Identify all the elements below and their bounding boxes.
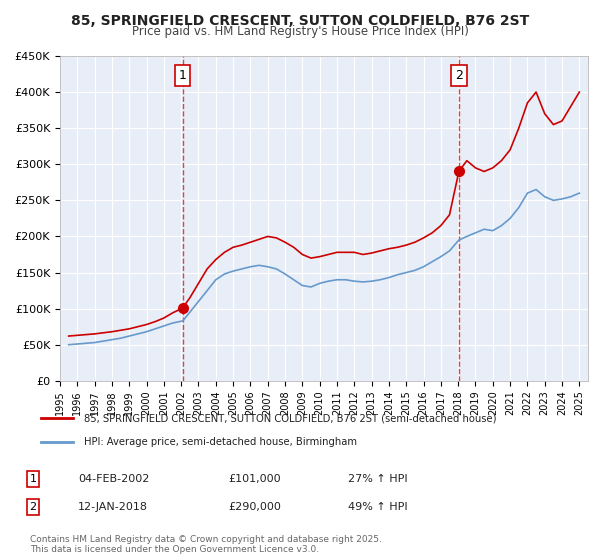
Text: 27% ↑ HPI: 27% ↑ HPI xyxy=(348,474,407,484)
Text: 2: 2 xyxy=(455,69,463,82)
Text: £290,000: £290,000 xyxy=(228,502,281,512)
Text: 12-JAN-2018: 12-JAN-2018 xyxy=(78,502,148,512)
Text: Price paid vs. HM Land Registry's House Price Index (HPI): Price paid vs. HM Land Registry's House … xyxy=(131,25,469,38)
Text: 49% ↑ HPI: 49% ↑ HPI xyxy=(348,502,407,512)
Text: 85, SPRINGFIELD CRESCENT, SUTTON COLDFIELD, B76 2ST: 85, SPRINGFIELD CRESCENT, SUTTON COLDFIE… xyxy=(71,14,529,28)
Text: Contains HM Land Registry data © Crown copyright and database right 2025.
This d: Contains HM Land Registry data © Crown c… xyxy=(30,535,382,554)
Text: 85, SPRINGFIELD CRESCENT, SUTTON COLDFIELD, B76 2ST (semi-detached house): 85, SPRINGFIELD CRESCENT, SUTTON COLDFIE… xyxy=(84,413,497,423)
Text: 2: 2 xyxy=(29,502,37,512)
Text: 1: 1 xyxy=(29,474,37,484)
Text: 04-FEB-2002: 04-FEB-2002 xyxy=(78,474,149,484)
Text: £101,000: £101,000 xyxy=(228,474,281,484)
Text: 1: 1 xyxy=(179,69,187,82)
Text: HPI: Average price, semi-detached house, Birmingham: HPI: Average price, semi-detached house,… xyxy=(84,436,357,446)
